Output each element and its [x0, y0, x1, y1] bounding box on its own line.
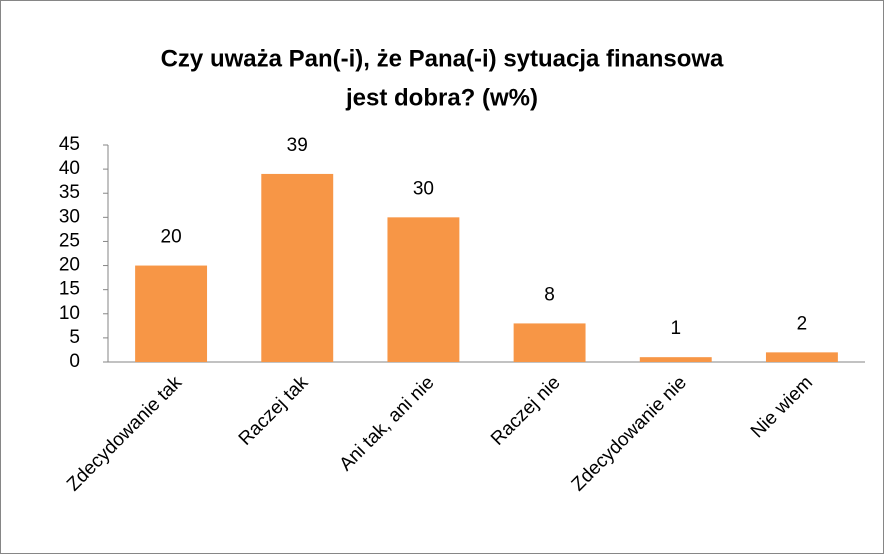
y-tick-label: 25 — [59, 230, 80, 251]
y-tick-label: 20 — [59, 255, 80, 276]
data-label: 1 — [670, 318, 681, 339]
chart-title: Czy uważa Pan(-i), że Pana(-i) sytuacja … — [161, 45, 724, 72]
data-label: 8 — [544, 284, 555, 305]
y-tick-label: 15 — [59, 279, 80, 300]
y-tick-label: 10 — [59, 303, 80, 324]
data-label: 30 — [413, 178, 434, 199]
bar — [639, 357, 712, 362]
bar — [135, 265, 208, 362]
data-label: 39 — [287, 135, 308, 156]
y-tick-label: 0 — [69, 351, 80, 372]
data-label: 20 — [161, 227, 182, 248]
y-tick-label: 30 — [59, 206, 80, 227]
bar — [513, 323, 586, 362]
y-tick-label: 40 — [59, 158, 80, 179]
chart-title: jest dobra? (w%) — [345, 84, 538, 111]
bar — [261, 173, 334, 362]
bar — [387, 217, 460, 362]
bar — [765, 352, 838, 362]
y-tick-label: 35 — [59, 182, 80, 203]
data-label: 2 — [797, 313, 808, 334]
y-tick-label: 45 — [59, 134, 80, 155]
y-tick-label: 5 — [69, 327, 80, 348]
